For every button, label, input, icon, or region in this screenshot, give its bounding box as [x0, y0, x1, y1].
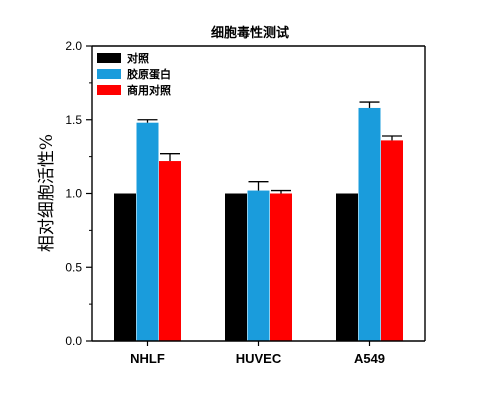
legend-swatch-3	[97, 85, 121, 95]
chart-title: 细胞毒性测试	[211, 25, 289, 41]
x-tick-label-huvec: HUVEC	[236, 351, 282, 366]
bar-a549-2	[358, 107, 381, 341]
bar-nhlf-2	[136, 122, 159, 341]
y-axis-label: 相对细胞活性%	[37, 134, 57, 252]
y-tick-label: 1.0	[65, 187, 82, 201]
legend-label-2: 胶原蛋白	[127, 67, 171, 81]
y-tick-label: 2.0	[65, 39, 82, 53]
legend-label-3: 商用对照	[127, 83, 171, 97]
legend-swatch-1	[97, 53, 121, 63]
plot-area: NHLF HUVEC A549 0.0 0.5 1.0 1.5 2.0	[65, 39, 426, 366]
y-tick-label: 1.5	[65, 113, 82, 127]
legend-swatch-2	[97, 69, 121, 79]
bar-nhlf-3	[159, 161, 181, 341]
x-tick-label-nhlf: NHLF	[130, 351, 165, 366]
legend-label-1: 对照	[127, 51, 149, 65]
bar-huvec-2	[247, 190, 270, 341]
bar-nhlf-1	[114, 193, 136, 341]
y-tick-label: 0.5	[65, 260, 82, 274]
bar-a549-3	[381, 140, 403, 341]
bar-huvec-1	[225, 193, 247, 341]
y-tick-label: 0.0	[65, 334, 82, 348]
bar-huvec-3	[270, 193, 292, 341]
bar-a549-1	[336, 193, 358, 341]
x-tick-label-a549: A549	[354, 351, 385, 366]
